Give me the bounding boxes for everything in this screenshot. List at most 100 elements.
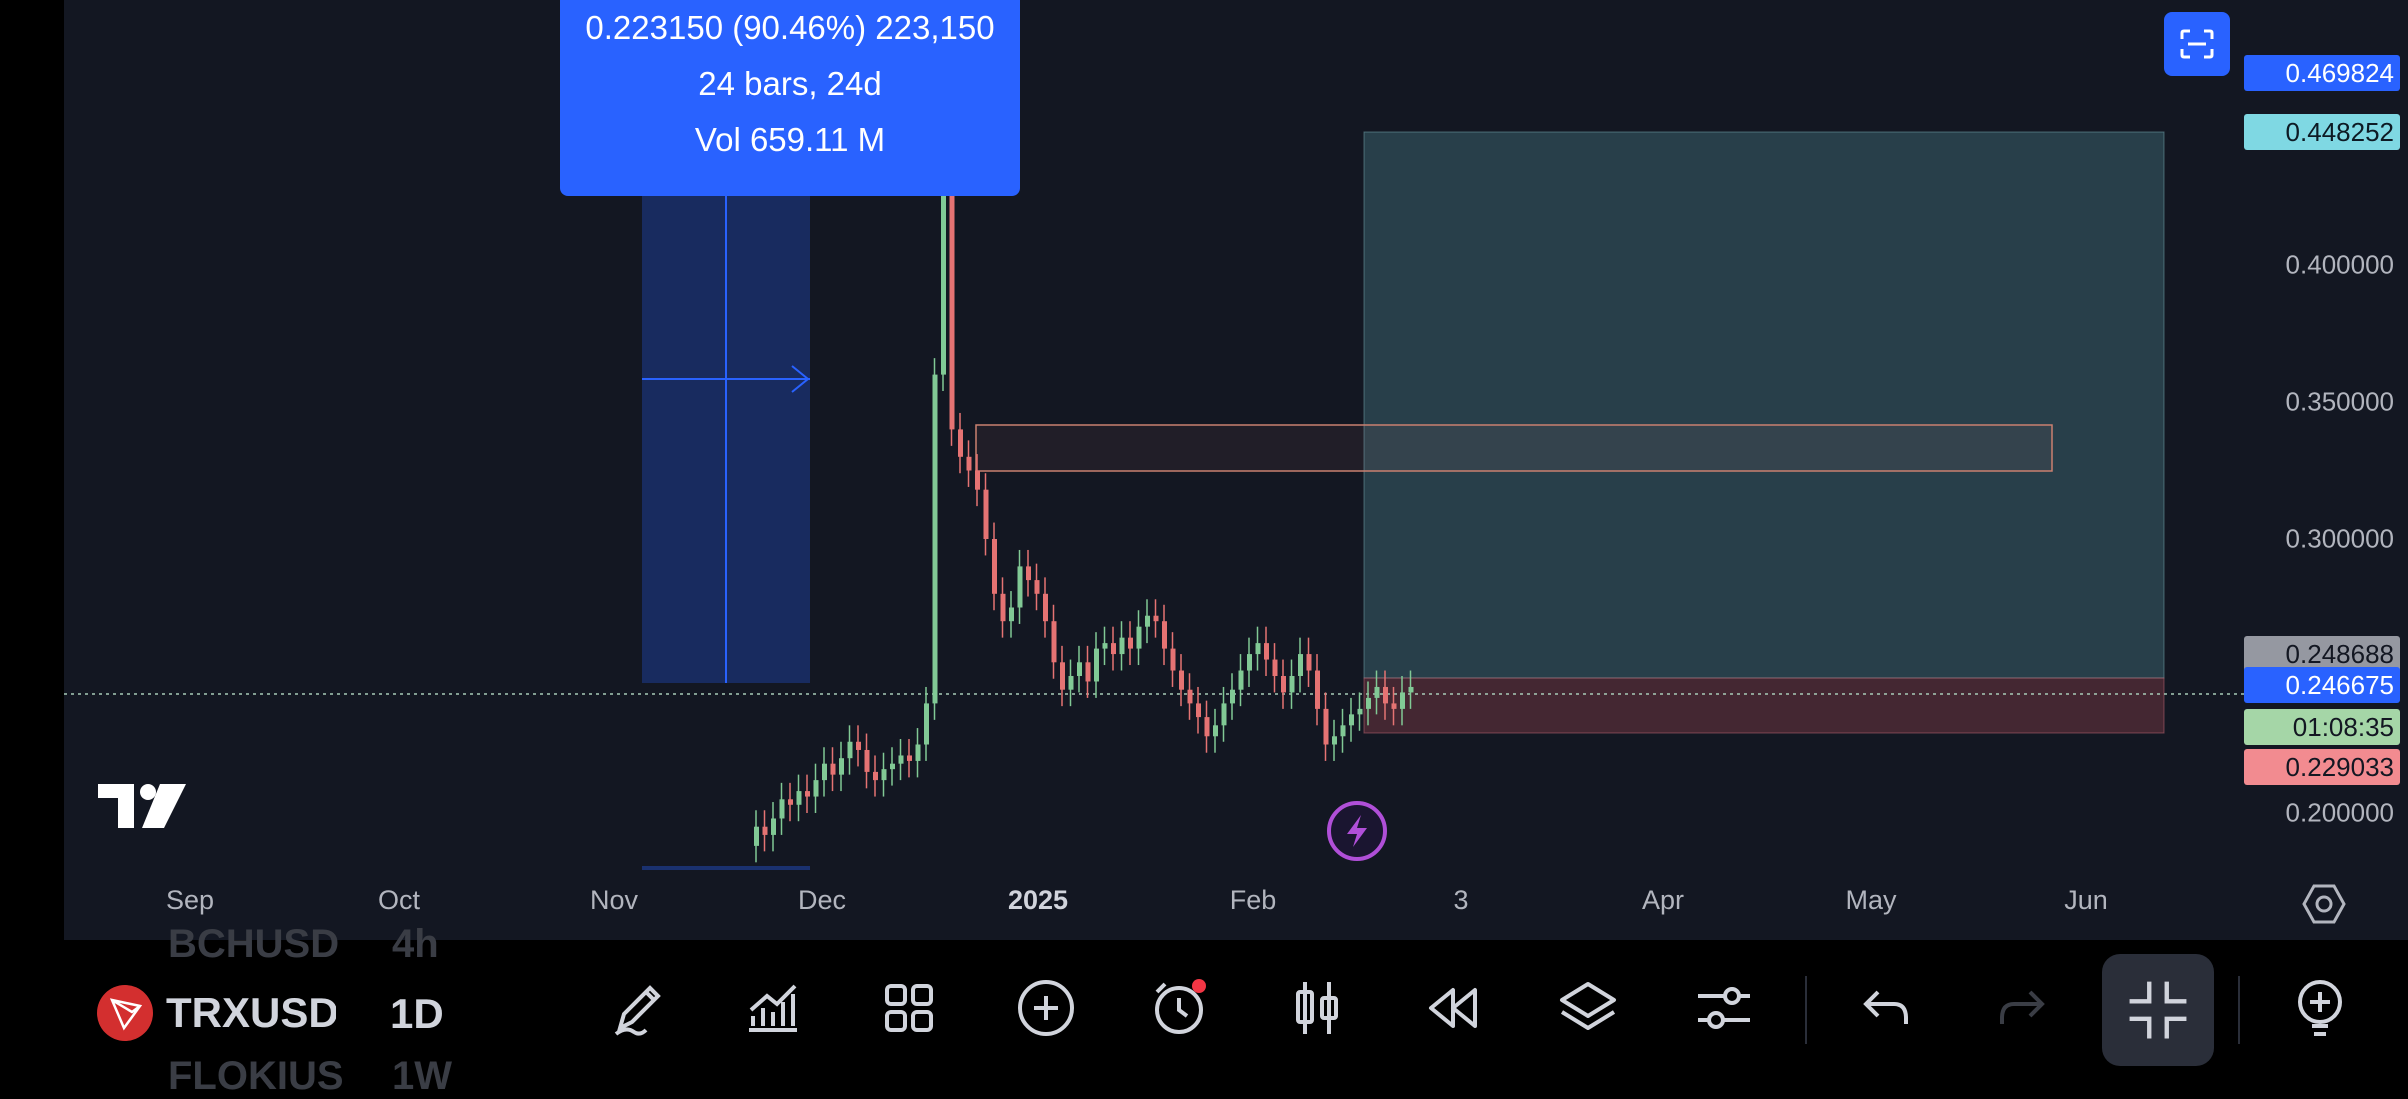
tradingview-logo xyxy=(98,784,186,828)
candle-body xyxy=(1204,717,1210,737)
candle-body xyxy=(779,799,785,819)
price-tag-top: 0.469824 xyxy=(2244,55,2400,91)
symbol-selector[interactable]: TRXUSDT xyxy=(96,984,336,1042)
candle-body xyxy=(1051,621,1057,663)
redo-icon xyxy=(2000,990,2045,1024)
chart-settings-button[interactable] xyxy=(1686,970,1762,1046)
resistance-rectangle[interactable] xyxy=(975,424,2053,472)
candle-body xyxy=(1128,637,1133,649)
candle-body xyxy=(1289,676,1295,693)
price-tick: 0.300000 xyxy=(2285,523,2394,554)
candle-body xyxy=(907,755,912,761)
candle-body xyxy=(1034,580,1040,594)
candle-body xyxy=(864,749,870,772)
candle-body xyxy=(1017,566,1023,608)
time-tick: 2025 xyxy=(1007,885,1069,915)
chart-type-button[interactable] xyxy=(1279,970,1355,1046)
sliders-icon xyxy=(1698,987,1750,1029)
fullscreen-icon xyxy=(2180,29,2214,59)
candle-body xyxy=(983,489,989,539)
interval-selector[interactable]: 1D xyxy=(390,990,444,1038)
bottom-toolbar: BCHUSD 4h FLOKIUS 1W TRXUSDT 1D xyxy=(0,922,2408,1098)
replay-button[interactable] xyxy=(1415,970,1491,1046)
add-circle-icon xyxy=(1018,980,1074,1036)
candle-body xyxy=(796,791,802,805)
price-tag-stop: 0.229033 xyxy=(2244,749,2400,785)
long-position-target-zone[interactable] xyxy=(1363,131,2165,679)
candle-body xyxy=(1187,689,1193,704)
layouts-button[interactable] xyxy=(871,970,947,1046)
candle-body xyxy=(881,769,887,781)
rewind-icon xyxy=(1429,988,1477,1028)
candle-body xyxy=(1272,659,1278,676)
candle-body xyxy=(788,799,793,805)
candle-body xyxy=(822,763,827,781)
candle-body xyxy=(1119,637,1125,655)
candle-body xyxy=(1102,643,1108,649)
candle-body xyxy=(992,539,997,594)
redo-button[interactable] xyxy=(1984,970,2060,1046)
candle-body xyxy=(1315,670,1320,709)
price-tag-last-close: 0.248688 xyxy=(2244,636,2400,672)
exit-fullscreen-button[interactable] xyxy=(2102,954,2214,1066)
time-axis[interactable]: Sep Oct Nov Dec 2025 Feb 3 Apr May Jun xyxy=(64,870,2408,940)
candle-body xyxy=(856,741,861,750)
drawing-tools-button[interactable] xyxy=(600,970,676,1046)
candle-body xyxy=(1298,654,1303,676)
long-position-stop-zone[interactable] xyxy=(1363,677,2165,734)
time-tick: Oct xyxy=(377,885,421,915)
candle-body xyxy=(830,763,836,775)
pencil-icon xyxy=(614,985,661,1036)
price-tick: 0.200000 xyxy=(2285,797,2394,828)
grid-icon xyxy=(885,984,933,1032)
measure-range-arrowhead xyxy=(791,365,810,393)
measure-tooltip-bars: 24 bars, 24d xyxy=(698,65,882,102)
indicators-button[interactable] xyxy=(735,970,811,1046)
candle-body xyxy=(762,826,768,835)
layers-icon xyxy=(1560,982,1616,1030)
price-tag-target: 0.448252 xyxy=(2244,114,2400,150)
candlestick-series xyxy=(754,111,1414,863)
candle-body xyxy=(1238,670,1244,690)
candle-body xyxy=(1111,643,1116,655)
candle-body xyxy=(1043,593,1048,622)
toolbar-divider xyxy=(2238,976,2240,1044)
price-chart[interactable] xyxy=(64,0,2244,940)
candle-body xyxy=(1085,662,1091,682)
axis-settings-button[interactable] xyxy=(2302,882,2346,931)
lightning-event-icon[interactable] xyxy=(1327,801,1387,861)
candle-body xyxy=(1323,708,1329,745)
candle-body xyxy=(890,763,895,770)
undo-icon xyxy=(1863,990,1908,1024)
time-tick: Nov xyxy=(589,885,639,915)
candle-body xyxy=(1000,593,1006,622)
symbol-list-ghost-below: FLOKIUS xyxy=(168,1054,344,1098)
candle-body xyxy=(1247,654,1252,671)
object-tree-button[interactable] xyxy=(1550,970,1626,1046)
candles-icon xyxy=(1296,982,1338,1034)
candle-body xyxy=(1281,676,1286,693)
candle-body xyxy=(1009,607,1014,622)
candle-body xyxy=(839,758,844,775)
candle-body xyxy=(1170,648,1176,671)
time-tick: Sep xyxy=(165,885,215,915)
price-tag-countdown: 01:08:35 xyxy=(2244,709,2400,745)
candle-body xyxy=(1306,654,1312,671)
chart-pane[interactable]: 0.223150 (90.46%) 223,150 24 bars, 24d V… xyxy=(64,0,2244,940)
add-drawing-button[interactable] xyxy=(2282,970,2358,1046)
candle-body xyxy=(1230,689,1235,704)
fullscreen-toggle-button[interactable] xyxy=(2164,12,2230,76)
candle-body xyxy=(1400,692,1405,709)
candle-body xyxy=(813,780,819,797)
candle-body xyxy=(1068,676,1074,690)
alerts-button[interactable] xyxy=(1143,970,1219,1046)
add-button[interactable] xyxy=(1008,970,1084,1046)
symbol-label: TRXUSDT xyxy=(166,989,336,1036)
candle-body xyxy=(1264,643,1269,660)
candle-body xyxy=(1255,643,1261,655)
undo-button[interactable] xyxy=(1848,970,1924,1046)
measure-tooltip-change: 0.223150 (90.46%) 223,150 xyxy=(585,9,995,46)
candle-body xyxy=(1077,662,1082,676)
candle-body xyxy=(1094,648,1099,682)
tron-logo-icon xyxy=(97,985,153,1041)
